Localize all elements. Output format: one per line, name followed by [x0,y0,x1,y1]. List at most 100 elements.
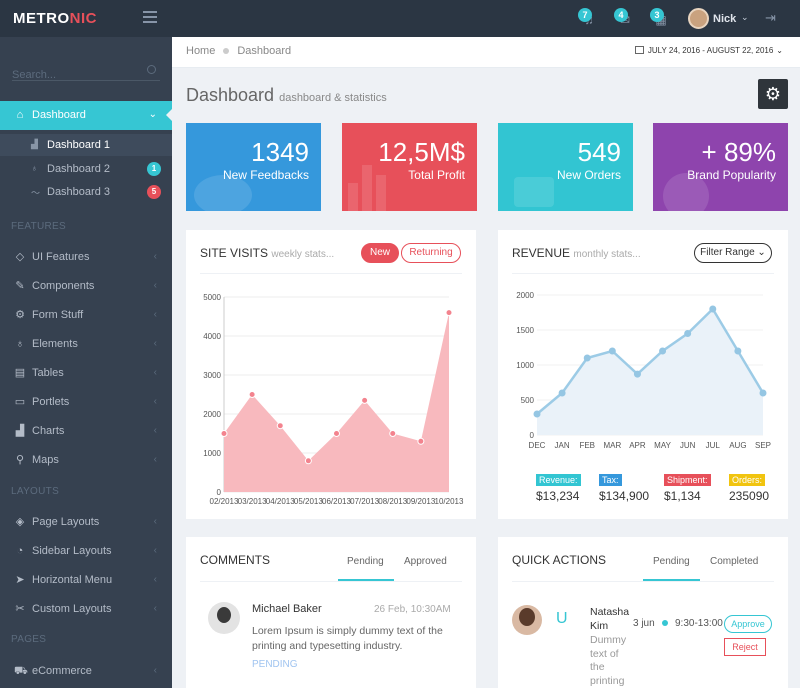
task-date: 3 jun [633,618,655,629]
page-bar: Home Dashboard JULY 24, 2016 - AUGUST 22,… [172,37,800,68]
stat-value: $13,234 [536,489,580,503]
sidebar-heading-pages: PAGES [11,634,47,645]
chevron-left-icon: ‹ [153,367,157,378]
portlet-caption: monthly stats... [573,249,641,260]
username: Nick [713,13,737,25]
y-tick-label: 3000 [203,371,221,380]
sidebar-item-label: Elements [32,338,78,350]
stat-tile-profit[interactable]: 12,5M$ Total Profit [342,123,477,211]
sidebar-item-portlets[interactable]: ▭ Portlets ‹ [0,388,172,417]
portlet-title-text: SITE VISITS [200,246,269,260]
sidebar-item-elements[interactable]: ♁ Elements ‹ [0,330,172,359]
menu-toggle-icon[interactable] [143,11,157,23]
chevron-left-icon: ‹ [153,396,157,407]
tab-completed[interactable]: Completed [710,556,759,567]
bar-chart-icon: ▟ [15,425,25,437]
feed-icon: ◔ [16,545,24,557]
search-icon[interactable] [147,65,156,74]
page-title-text: Dashboard [186,85,275,105]
comment-author[interactable]: Michael Baker [252,603,322,615]
approve-button[interactable]: Approve [724,615,772,633]
avatar [688,8,709,29]
logo[interactable]: METRONIC [13,10,97,27]
task-name[interactable]: Natasha Kim [590,606,630,632]
shopping-cart-icon [514,177,554,207]
sidebar-item-label: Dashboard [32,109,86,121]
sidebar-item-tables[interactable]: ▤ Tables ‹ [0,359,172,388]
data-point [709,305,717,313]
x-tick-label: JAN [555,441,570,450]
top-navbar: METRONIC ♫7 ✉4 ▦3 Nick ⌄ ⇥ [0,0,800,37]
chevron-left-icon: ‹ [153,338,157,349]
sidebar-item-page-layouts[interactable]: ◈ Page Layouts ‹ [0,508,172,537]
sidebar-item-sidebar-layouts[interactable]: ◔ Sidebar Layouts ‹ [0,537,172,566]
logout-icon[interactable]: ⇥ [765,10,776,25]
date-range-picker[interactable]: JULY 24, 2016 - AUGUST 22, 2016 ⌄ [634,46,783,55]
sidebar-item-ui-features[interactable]: ◇ UI Features ‹ [0,243,172,272]
tab-pending[interactable]: Pending [653,556,690,567]
data-point [304,457,312,465]
breadcrumb-home[interactable]: Home [186,45,216,57]
inbox-button[interactable]: ✉4 [614,8,636,30]
logo-text-2: NIC [69,10,98,27]
sidebar-item-maps[interactable]: ⚲ Maps ‹ [0,446,172,475]
tab-pending[interactable]: Pending [347,556,384,567]
data-point [583,354,591,362]
sidebar-subitem-dashboard-1[interactable]: ▟ Dashboard 1 [0,134,172,156]
data-point [333,430,340,437]
search-input[interactable]: Search... [12,69,57,81]
data-point [248,391,256,398]
stat-value: 235090 [729,489,770,503]
sidebar-item-label: Tables [32,367,64,379]
sidebar-item-form-stuff[interactable]: ⚙ Form Stuff ‹ [0,301,172,330]
sidebar-heading-features: FEATURES [11,221,66,232]
tasks-badge: 3 [650,8,664,22]
sidebar-subitem-label: Dashboard 2 [47,163,110,175]
filter-range-button[interactable]: Filter Range ⌄ [694,243,772,263]
divider [200,273,462,274]
chevron-left-icon: ‹ [153,454,157,465]
badge: 5 [147,185,161,199]
stat-tile-orders[interactable]: 549 New Orders [498,123,633,211]
sidebar-item-dashboard[interactable]: ⌂ Dashboard ⌄ [0,101,173,130]
returning-toggle-button[interactable]: Returning [401,243,461,263]
x-tick-label: APR [629,441,646,450]
x-tick-label: FEB [579,441,595,450]
settings-button[interactable]: ⚙ [758,79,788,109]
sidebar-subitem-dashboard-2[interactable]: ♁ Dashboard 2 1 [0,158,172,180]
x-tick-label: 08/2013 [378,497,407,506]
sidebar-item-label: Sidebar Layouts [32,545,112,557]
new-toggle-button[interactable]: New [361,243,399,263]
y-tick-label: 1000 [516,361,534,370]
sidebar-item-custom-layouts[interactable]: ✂ Custom Layouts ‹ [0,595,172,624]
sidebar-item-horizontal-menu[interactable]: ➤ Horizontal Menu ‹ [0,566,172,595]
home-icon: ⌂ [16,109,24,121]
sidebar-item-label: Page Layouts [32,516,100,528]
stat-label: Shipment: [664,474,711,486]
tile-number: 1349 [251,137,309,167]
stat-value: $134,900 [599,489,650,503]
tax-stat: Tax: $134,900 [599,472,649,503]
notification-bell[interactable]: ♫7 [578,8,600,30]
sidebar-subitem-dashboard-3[interactable]: 〜 Dashboard 3 5 [0,181,172,203]
tab-approved[interactable]: Approved [404,556,447,567]
stat-tile-popularity[interactable]: + 89% Brand Popularity [653,123,788,211]
avatar [512,605,542,635]
bulb-icon: ♁ [31,163,38,173]
x-tick-label: MAR [603,441,621,450]
stat-tile-feedbacks[interactable]: 1349 New Feedbacks [186,123,321,211]
series-line [536,306,765,415]
active-tab-indicator [643,579,700,581]
tasks-button[interactable]: ▦3 [650,8,672,30]
reject-button[interactable]: Reject [724,638,766,656]
sidebar-item-ecommerce[interactable]: ⛟ eCommerce ‹ [0,657,172,686]
data-point [389,430,397,437]
bar-chart-icon: ▟ [31,139,38,149]
basket-icon: ⛟ [14,665,28,677]
y-tick-label: 500 [521,396,535,405]
sidebar-item-charts[interactable]: ▟ Charts ‹ [0,417,172,446]
sidebar-search[interactable]: Search... [12,65,160,81]
portlet-title: QUICK ACTIONS [512,553,607,567]
sidebar-item-components[interactable]: ✎ Components ‹ [0,272,172,301]
chevron-down-icon: ⌄ [776,46,783,55]
